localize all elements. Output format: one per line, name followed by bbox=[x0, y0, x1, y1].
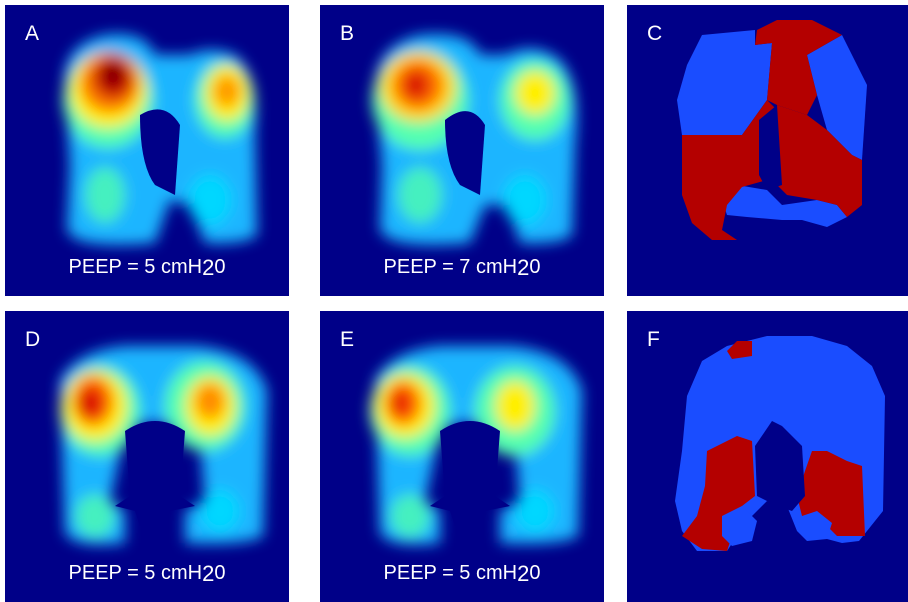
panel-f: F bbox=[627, 311, 908, 602]
panel-b: B PEEP = 7 cmH20 bbox=[320, 5, 604, 296]
panel-label: D bbox=[25, 328, 41, 351]
panel-c: C bbox=[627, 5, 908, 296]
panel-e: E PEEP = 5 cmH20 bbox=[320, 311, 604, 602]
panel-label: A bbox=[25, 22, 40, 45]
panel-label: B bbox=[340, 22, 355, 45]
peep-caption: PEEP = 5 cmH20 bbox=[68, 255, 226, 280]
panel-label: E bbox=[340, 328, 355, 351]
ventilation-heatmap-d bbox=[60, 346, 267, 545]
panel-label: C bbox=[647, 22, 663, 45]
difference-map-f bbox=[675, 336, 885, 551]
panel-d: D PEEP = 5 cmH20 bbox=[5, 311, 289, 602]
ventilation-heatmap-b bbox=[372, 34, 577, 245]
panel-label: F bbox=[647, 328, 660, 351]
peep-caption: PEEP = 5 cmH20 bbox=[68, 561, 226, 586]
difference-map-c bbox=[677, 20, 867, 240]
ventilation-heatmap-a bbox=[63, 34, 257, 245]
ventilation-heatmap-e bbox=[370, 346, 582, 545]
peep-caption: PEEP = 7 cmH20 bbox=[383, 255, 541, 280]
panel-a: A PEEP = 5 cmH20 bbox=[5, 5, 289, 296]
peep-caption: PEEP = 5 cmH20 bbox=[383, 561, 541, 586]
